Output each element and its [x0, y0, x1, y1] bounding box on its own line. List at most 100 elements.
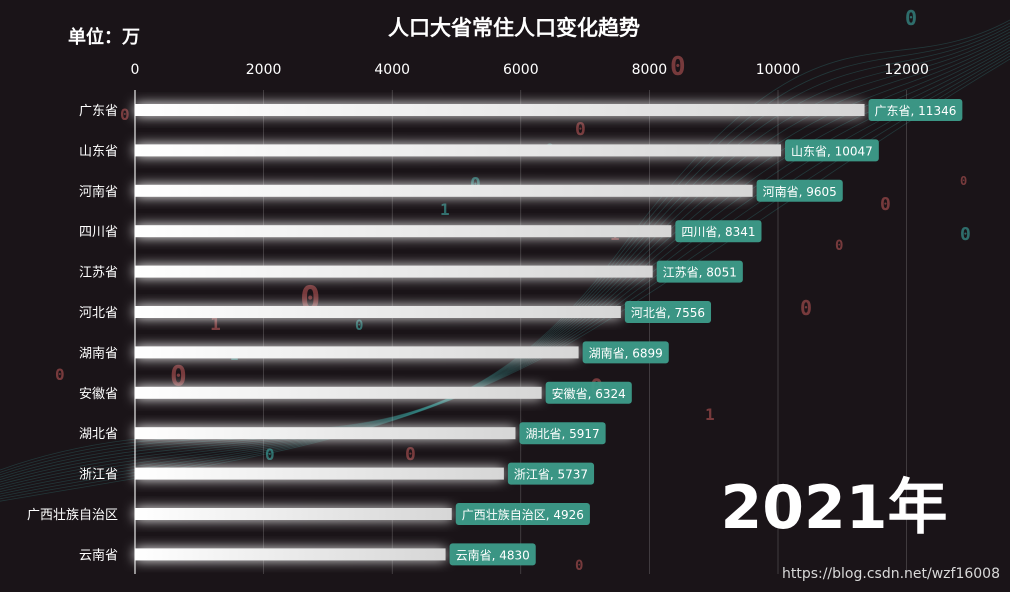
category-label: 湖北省: [79, 427, 118, 442]
deco-wave-line: [0, 40, 1010, 488]
category-label: 江苏省: [79, 265, 118, 281]
grid-lines: [134, 90, 907, 574]
bar-value-text: 山东省, 10047: [791, 144, 873, 158]
bar-label-box: [624, 301, 712, 323]
bar-value-label: 广东省, 11346: [868, 99, 963, 121]
bar-value-text: 湖南省, 6899: [589, 345, 663, 360]
bar-label-box: [675, 220, 762, 243]
deco-wave-line: [0, 22, 1010, 473]
bars: 广东省, 11346 山东省, 10047 河南省, 9605 四川省, 8341 江苏…: [135, 99, 963, 566]
bar-value-text: 安徽省, 6324: [552, 386, 626, 401]
category-label: 河北省: [79, 306, 118, 321]
category-label: 广西壮族自治区: [27, 507, 118, 523]
deco-digit-icon: 0: [670, 52, 686, 82]
bar-value-label: 湖南省, 6899: [582, 341, 669, 364]
bar-value-label: 四川省, 8341: [675, 220, 762, 243]
bar: [135, 548, 446, 561]
unit-label: 单位：万: [68, 26, 140, 48]
x-tick-label: 0: [131, 62, 140, 78]
x-tick-label: 12000: [884, 62, 929, 78]
bar: [135, 346, 579, 359]
deco-wave-line: [0, 55, 1010, 500]
deco-digit-icon: 0: [470, 174, 481, 195]
deco-digit-icon: 0: [575, 119, 586, 140]
bar-label-box: [449, 543, 536, 566]
bar-label-box: [545, 381, 632, 404]
deco-digit-icon: 0: [355, 318, 363, 334]
deco-digit-icon: 0: [55, 365, 65, 384]
deco-digit-icon: 0: [905, 6, 917, 30]
deco-digit-icon: 0: [880, 194, 891, 215]
bar-label-box: [455, 503, 590, 525]
deco-digit-icon: 0: [575, 558, 583, 574]
bar: [135, 265, 653, 278]
deco-digit-icon: 0: [960, 224, 971, 245]
bar-value-text: 河北省, 7556: [631, 306, 705, 320]
deco-wave-line: [0, 28, 1010, 478]
bar: [135, 467, 504, 480]
bar: [135, 225, 672, 238]
x-tick-label: 2000: [246, 62, 282, 78]
category-label: 湖南省: [79, 345, 118, 361]
x-tick-label: 6000: [503, 62, 539, 78]
deco-wave-line: [0, 31, 1010, 480]
deco-digit-icon: 0: [800, 296, 812, 320]
category-label: 四川省: [79, 225, 118, 240]
bar-value-text: 江苏省, 8051: [663, 266, 737, 280]
watermark: https://blog.csdn.net/wzf16008: [782, 566, 1000, 582]
x-tick-label: 10000: [756, 62, 801, 78]
deco-digit-icon: 0: [960, 174, 967, 188]
bar-value-text: 广西壮族自治区, 4926: [462, 508, 584, 522]
deco-digit-icon: 0: [835, 238, 843, 254]
bar-label-box: [868, 99, 963, 121]
deco-digit-icon: 0: [265, 445, 275, 464]
category-label: 河南省: [79, 184, 118, 200]
bar-value-label: 山东省, 10047: [785, 139, 879, 162]
category-label: 浙江省: [79, 468, 118, 483]
bar-label-box: [756, 179, 843, 202]
deco-digit-icon: 1: [210, 314, 221, 335]
bar-value-text: 湖北省, 5917: [525, 426, 599, 441]
category-label: 广东省: [79, 104, 118, 119]
category-label: 山东省: [79, 144, 118, 159]
bar: [135, 508, 452, 520]
bar-value-label: 湖北省, 5917: [519, 422, 606, 445]
bar: [135, 184, 753, 197]
bar-value-text: 浙江省, 5737: [514, 468, 588, 482]
deco-wave-line: [0, 58, 1010, 502]
bar-value-label: 江苏省, 8051: [656, 260, 743, 283]
bar-value-text: 河南省, 9605: [763, 184, 837, 199]
bar: [135, 104, 865, 116]
bar: [135, 386, 542, 399]
bar-value-label: 河北省, 7556: [624, 301, 712, 323]
bar-value-text: 四川省, 8341: [681, 225, 755, 239]
deco-digit-icon: 1: [440, 200, 450, 219]
bar: [135, 306, 621, 318]
bar: [135, 144, 782, 157]
period-label: 2021年: [721, 473, 948, 543]
category-label: 安徽省: [79, 387, 118, 402]
bar-label-box: [785, 139, 879, 162]
deco-digit-icon: 0: [120, 105, 130, 124]
bar-value-text: 广东省, 11346: [875, 104, 957, 118]
deco-wave-line: [0, 37, 1010, 485]
deco-wave-line: [0, 34, 1010, 483]
bar-label-box: [519, 422, 606, 445]
deco-digit-icon: 0: [405, 444, 416, 465]
bar-value-label: 浙江省, 5737: [507, 462, 595, 485]
bar-value-label: 安徽省, 6324: [545, 381, 632, 404]
x-tick-label: 4000: [374, 62, 410, 78]
bar-value-label: 云南省, 4830: [449, 543, 536, 566]
x-tick-label: 8000: [632, 62, 668, 78]
category-label: 云南省: [79, 547, 118, 563]
bar: [135, 427, 516, 440]
deco-digit-icon: 1: [705, 405, 715, 424]
x-axis-ticks: 0 2000 4000 6000 8000 10000 12000: [131, 62, 929, 78]
deco-wave-line: [0, 25, 1010, 476]
chart-title: 人口大省常住人口变化趋势: [388, 16, 640, 40]
bar-label-box: [656, 260, 743, 283]
deco-wave-line: [0, 19, 1010, 471]
bar-label-box: [582, 341, 669, 364]
